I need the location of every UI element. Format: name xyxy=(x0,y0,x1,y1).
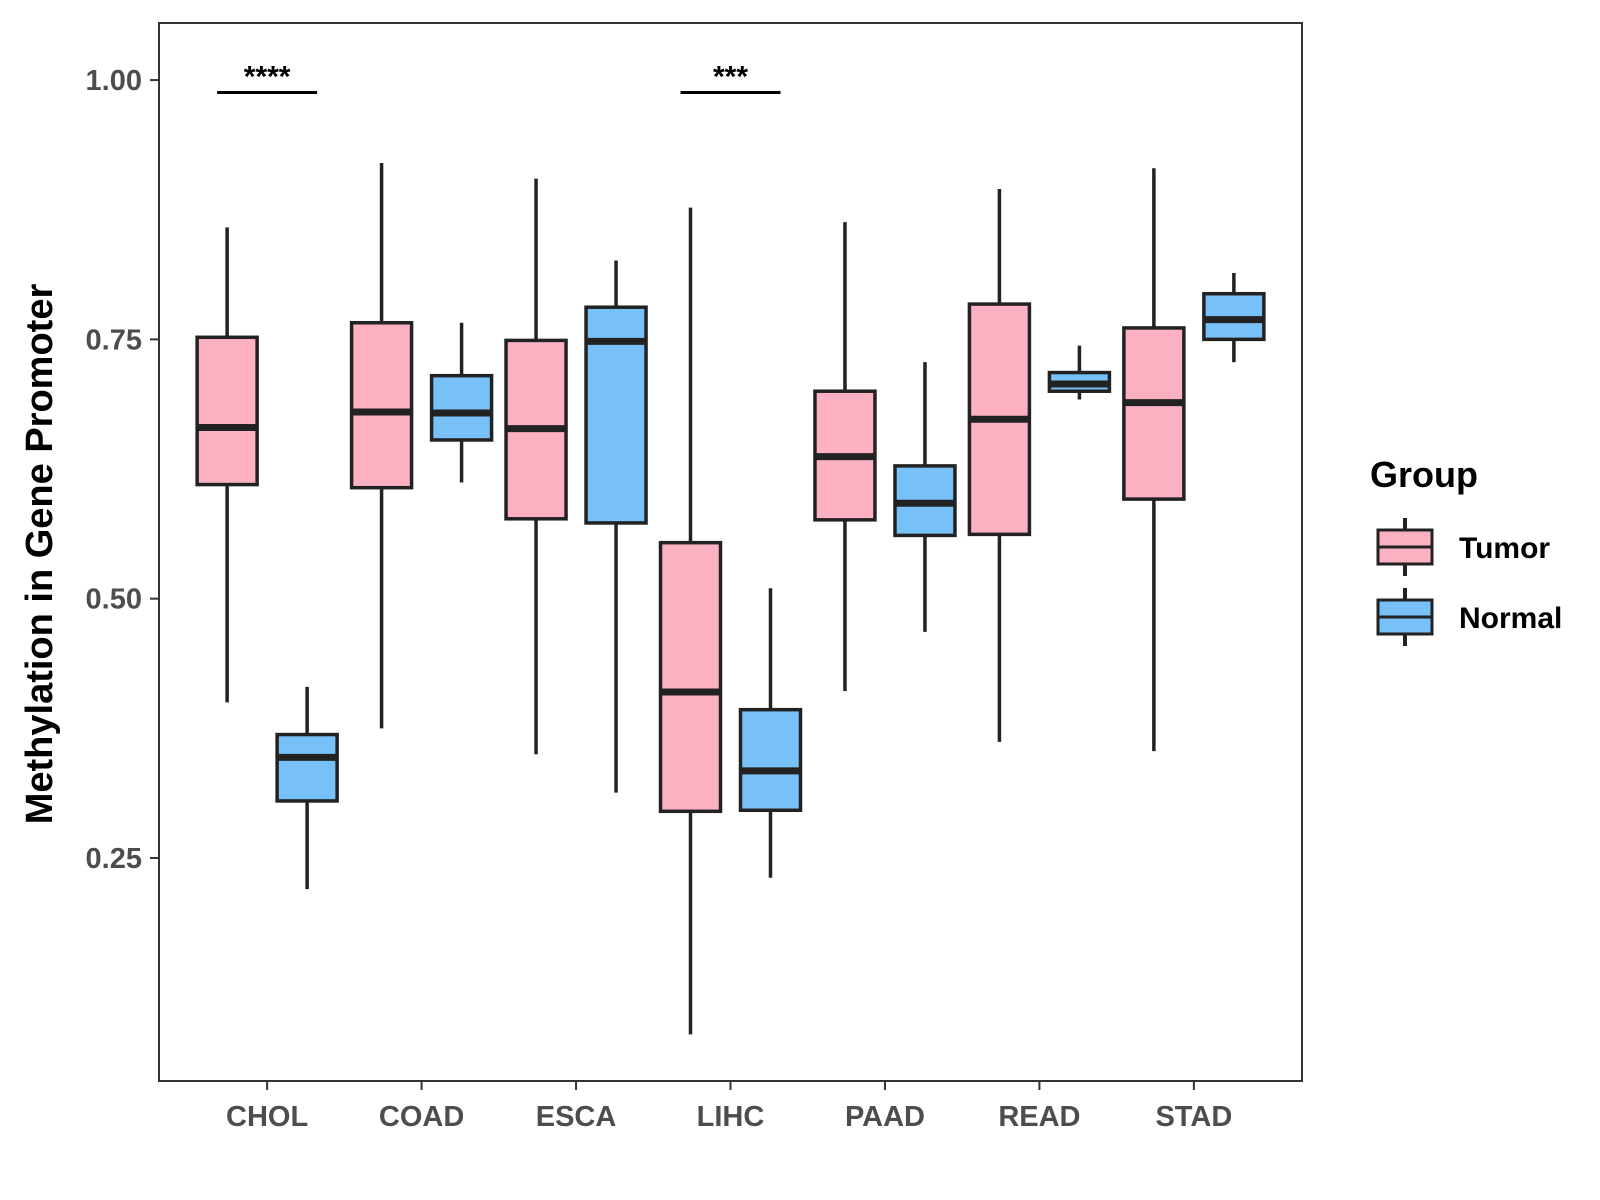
box-normal-coad xyxy=(429,322,494,483)
significance-label: **** xyxy=(244,60,291,93)
plot-panel-border xyxy=(158,22,1303,1082)
box-iqr xyxy=(275,732,339,803)
significance-label: *** xyxy=(713,60,748,93)
box-normal-paad xyxy=(893,362,957,632)
box-iqr xyxy=(349,321,414,490)
legend-title: Group xyxy=(1370,454,1478,495)
boxes-layer xyxy=(195,163,1266,1035)
box-iqr xyxy=(195,335,259,487)
box-iqr xyxy=(1122,326,1186,501)
x-tick-label-esca: ESCA xyxy=(536,1101,617,1133)
box-iqr xyxy=(658,540,723,814)
box-tumor-stad xyxy=(1122,168,1186,752)
x-tick-label-read: READ xyxy=(998,1101,1080,1133)
box-tumor-coad xyxy=(349,163,414,729)
box-iqr xyxy=(429,373,494,442)
x-tick-label-stad: STAD xyxy=(1155,1101,1232,1133)
legend-label-normal: Normal xyxy=(1459,602,1562,635)
x-tick-label-chol: CHOL xyxy=(226,1101,308,1133)
x-tick-label-lihc: LIHC xyxy=(697,1101,765,1133)
y-tick-label: 1.00 xyxy=(86,65,142,97)
box-tumor-lihc xyxy=(658,207,723,1035)
y-tick-label: 0.25 xyxy=(86,843,142,875)
legend-key-normal xyxy=(1376,588,1434,646)
y-axis-title: Methylation in Gene Promoter xyxy=(19,284,61,825)
box-normal-esca xyxy=(584,260,648,793)
legend-key-tumor xyxy=(1376,518,1434,576)
box-tumor-chol xyxy=(195,227,259,703)
legend-label-tumor: Tumor xyxy=(1459,532,1550,565)
legend: Group Tumor Normal xyxy=(1370,454,1562,646)
x-axis: CHOL COAD ESCA LIHC PAAD READ STAD xyxy=(226,1081,1232,1133)
x-tick-label-coad: COAD xyxy=(379,1101,464,1133)
box-tumor-read xyxy=(967,188,1032,742)
box-iqr xyxy=(738,707,803,813)
box-normal-stad xyxy=(1202,272,1266,363)
box-tumor-paad xyxy=(813,222,877,691)
x-tick-label-paad: PAAD xyxy=(845,1101,925,1133)
box-normal-read xyxy=(1047,345,1112,400)
box-normal-lihc xyxy=(738,588,803,878)
box-tumor-esca xyxy=(504,178,568,755)
box-normal-chol xyxy=(275,686,339,890)
y-tick-label: 0.50 xyxy=(86,584,142,616)
significance-annotations: **** *** xyxy=(217,60,781,94)
y-tick-label: 0.75 xyxy=(86,324,142,356)
y-axis: 0.25 0.50 0.75 1.00 xyxy=(86,65,159,875)
